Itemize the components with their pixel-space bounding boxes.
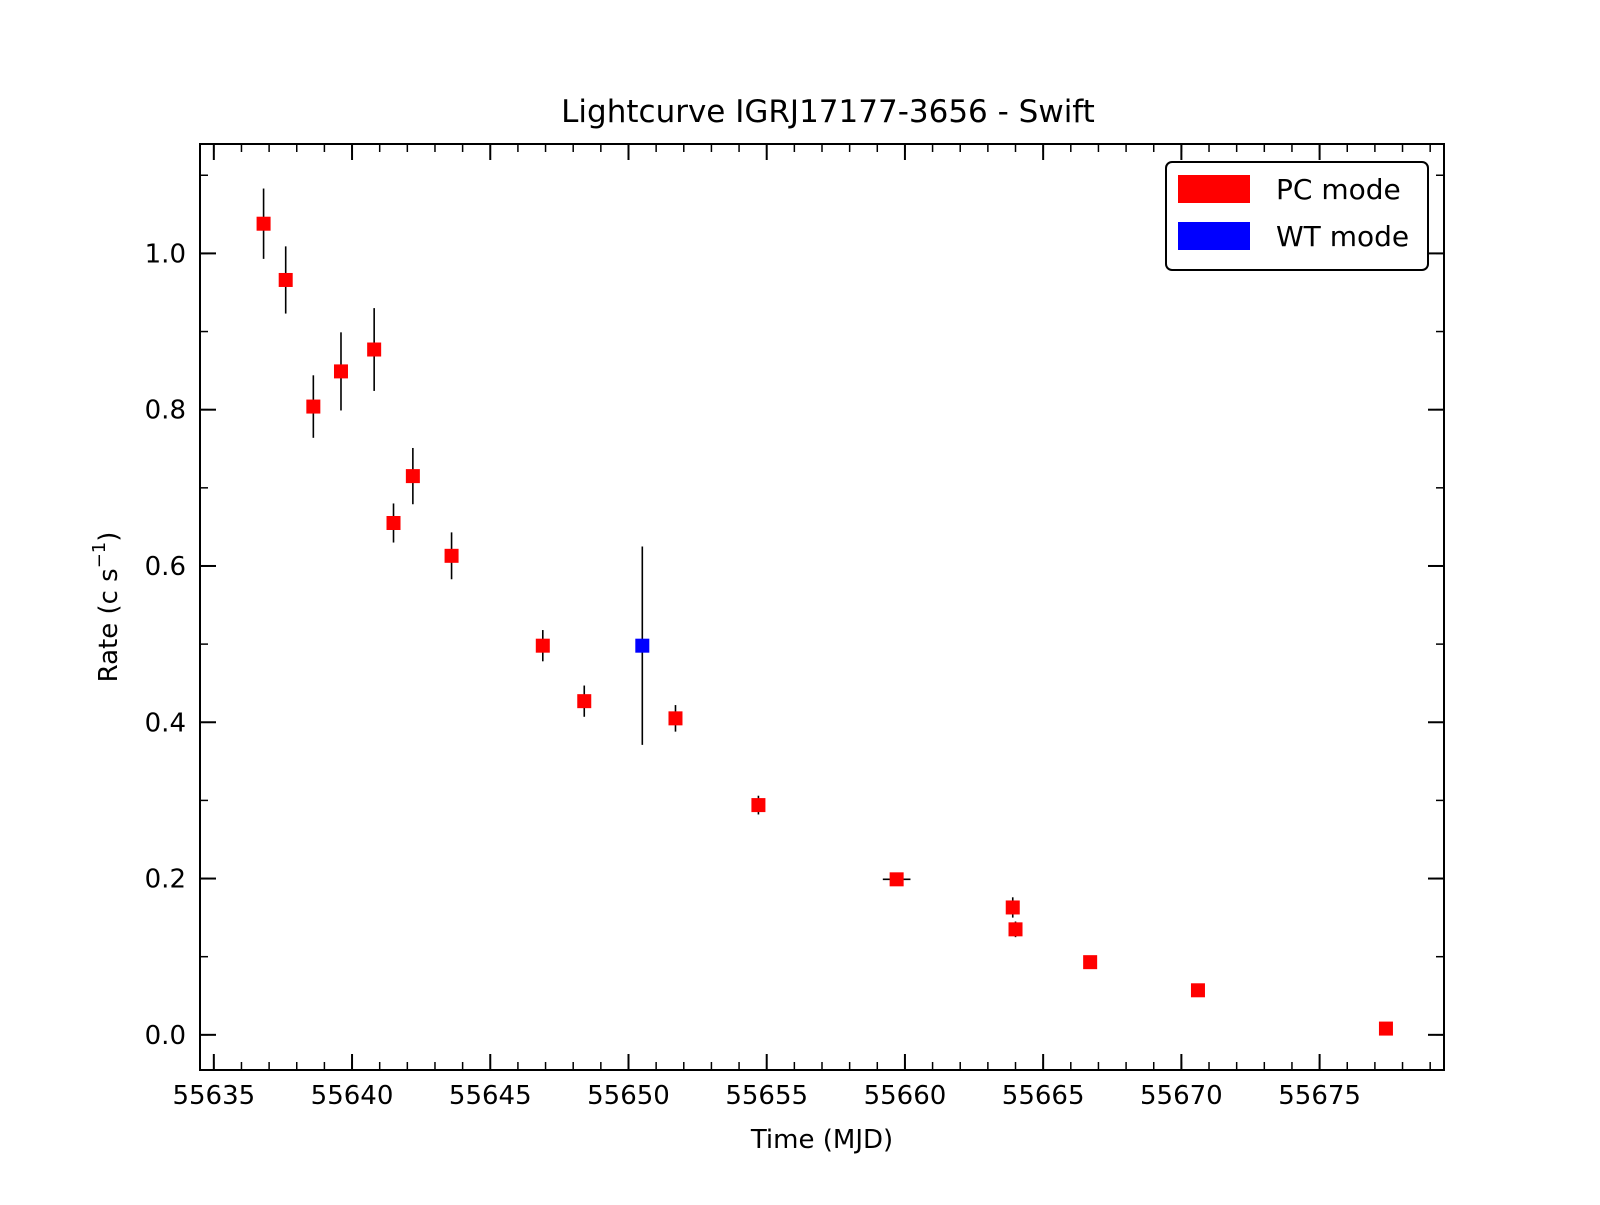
pc-mode-point [1083,955,1098,970]
x-tick-labels: 55635 55640 55645 55650 55655 55660 55665 55670… [172,1081,1360,1111]
legend: PC mode WT mode [1165,161,1429,271]
pc-mode-point [367,342,382,357]
y-tick-label: 0.4 [145,708,186,738]
x-tick-label: 55675 [1278,1081,1361,1111]
x-tick-label: 55650 [587,1081,670,1111]
x-tick-label: 55640 [311,1081,394,1111]
y-tick-label: 0.8 [145,396,186,426]
y-axis-label-suffix: ) [94,532,124,542]
data-points [256,216,1393,1036]
pc-mode-point [256,216,271,231]
y-tick-label: 0.2 [145,865,186,895]
x-tick-label: 55635 [172,1081,255,1111]
pc-mode-point [386,515,401,530]
pc-mode-point [668,711,683,726]
pc-mode-point [1008,922,1023,937]
x-tick-label: 55645 [449,1081,532,1111]
y-axis-label: Rate (c s−1) [89,532,124,683]
y-tick-label: 1.0 [145,239,186,269]
x-tick-label: 55660 [864,1081,947,1111]
x-tick-label: 55670 [1140,1081,1223,1111]
y-tick-label: 0.6 [145,552,186,582]
x-axis-label: Time (MJD) [750,1125,893,1155]
legend-swatch-wt-mode [1178,222,1250,250]
pc-mode-point [444,548,459,563]
axis-ticks [200,144,1444,1070]
pc-mode-point [535,638,550,653]
chart-title: Lightcurve IGRJ17177-3656 - Swift [561,94,1095,130]
pc-mode-point [1005,900,1020,915]
pc-mode-point [405,469,420,484]
pc-mode-point [306,399,321,414]
y-tick-labels: 0.0 0.2 0.4 0.6 0.8 1.0 [145,239,186,1050]
y-axis-label-base: Rate (c s [94,568,124,682]
pc-mode-point [577,694,592,709]
x-tick-label: 55655 [725,1081,808,1111]
error-bars [262,188,1387,1032]
legend-label-pc-mode: PC mode [1276,173,1401,206]
plot-frame [199,143,1445,1071]
pc-mode-point [889,872,904,887]
wt-mode-point [635,638,650,653]
pc-mode-point [1190,983,1205,998]
x-tick-label: 55665 [1002,1081,1085,1111]
pc-mode-point [333,364,348,379]
pc-mode-point [751,798,766,813]
pc-mode-point [278,272,293,287]
y-axis-label-superscript: −1 [89,542,110,569]
legend-swatch-pc-mode [1178,175,1250,203]
y-tick-label: 0.0 [145,1021,186,1051]
legend-label-wt-mode: WT mode [1276,220,1409,253]
pc-mode-point [1378,1021,1393,1036]
